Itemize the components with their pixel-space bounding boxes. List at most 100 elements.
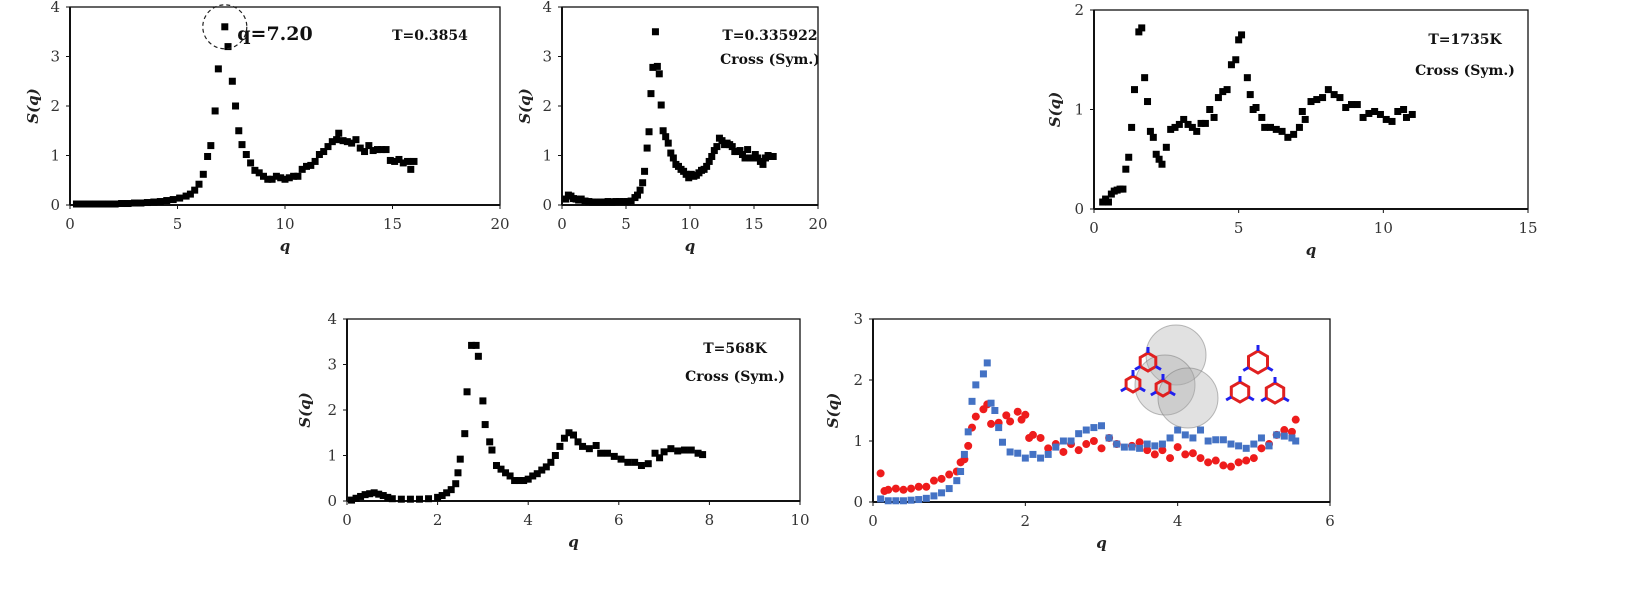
data-point [506, 472, 514, 480]
data-point [971, 412, 980, 421]
data-point [352, 494, 360, 502]
data-point [914, 482, 923, 491]
data-point [235, 127, 243, 135]
data-point [281, 175, 289, 183]
data-point [585, 198, 593, 206]
data-point [938, 489, 946, 497]
data-point [585, 445, 593, 453]
data-point [1214, 94, 1222, 102]
data-point [964, 441, 973, 450]
data-point [1166, 454, 1175, 463]
data-point [1082, 426, 1090, 434]
data-point [624, 458, 632, 466]
data-point [1235, 442, 1243, 450]
x-tick-label: 4 [1173, 512, 1183, 530]
x-tick-label: 6 [1325, 512, 1335, 530]
data-point [1201, 119, 1209, 127]
annotation-label: T=568K [703, 341, 767, 357]
data-point [623, 198, 631, 206]
y-tick-label: 4 [327, 310, 337, 328]
data-point [579, 442, 587, 450]
data-point [562, 195, 570, 203]
data-point [502, 469, 510, 477]
data-point [395, 155, 403, 163]
annotation-label: Cross (Sym.) [685, 369, 785, 385]
data-point [163, 197, 171, 205]
y-tick-label: 3 [542, 48, 552, 66]
ring-shape [1229, 380, 1251, 404]
data-point [636, 186, 644, 194]
y-tick-label: 0 [1074, 200, 1084, 218]
hydrogen-bond-shape [1225, 395, 1233, 402]
data-point [533, 470, 541, 478]
data-point [176, 194, 184, 202]
data-point [1330, 91, 1338, 99]
y-tick-label: 4 [50, 0, 60, 16]
annotation-label: T=0.3854 [392, 28, 468, 44]
data-point [1181, 450, 1190, 459]
data-point [378, 146, 386, 154]
data-point [1002, 411, 1011, 420]
data-point [1301, 115, 1309, 123]
data-point [600, 198, 608, 206]
data-point [520, 477, 528, 485]
data-point [1284, 133, 1292, 141]
data-point [1257, 434, 1265, 442]
data-point [98, 200, 106, 208]
x-tick-label: 0 [868, 512, 878, 530]
data-point [207, 142, 215, 150]
data-point [929, 476, 938, 485]
plot-frame [872, 318, 1331, 503]
y-tick-label: 2 [1074, 1, 1084, 19]
data-point [1171, 123, 1179, 131]
data-point [320, 148, 328, 156]
data-point [415, 495, 423, 503]
data-point [1227, 61, 1235, 69]
data-point [1189, 434, 1197, 442]
x-tick-label: 5 [173, 215, 183, 233]
data-point [251, 166, 259, 174]
data-point [592, 441, 600, 449]
chart-panel-2: 0 5 10 15 20 0 1 2 3 4 q S(q) T=0.335922 Cross (Sym.) [516, 0, 828, 255]
data-point [1180, 115, 1188, 123]
data-point [1258, 113, 1266, 121]
x-tick-label: 10 [680, 215, 699, 233]
data-point [616, 198, 624, 206]
data-point [769, 152, 777, 160]
data-point [1097, 444, 1106, 453]
y-tick-label: 2 [853, 371, 863, 389]
data-point [694, 449, 702, 457]
data-point [556, 442, 564, 450]
data-point [710, 147, 718, 155]
hydrogen-bond-shape [1120, 386, 1127, 393]
data-point [1013, 407, 1022, 416]
data-point [407, 165, 415, 173]
data-point [1059, 437, 1067, 445]
data-point [907, 496, 915, 504]
data-point [612, 198, 620, 206]
data-point [1104, 198, 1112, 206]
data-point [406, 495, 414, 503]
data-point [1250, 440, 1258, 448]
data-point [899, 485, 908, 494]
sphere-shape [1157, 367, 1219, 429]
data-point [277, 174, 285, 182]
annotation-label: q=7.20 [237, 23, 312, 45]
data-point [1291, 415, 1300, 424]
data-point [1287, 427, 1296, 436]
data-point [370, 489, 378, 497]
data-point [1223, 86, 1231, 94]
data-point [687, 446, 695, 454]
data-point [987, 399, 995, 407]
data-point [118, 200, 126, 208]
data-point [892, 497, 900, 505]
data-point [649, 63, 657, 71]
data-point [647, 90, 655, 98]
data-point [1174, 426, 1182, 434]
data-point [335, 129, 343, 137]
data-point [386, 156, 394, 164]
data-point [454, 469, 462, 477]
data-point [307, 161, 315, 169]
data-point [268, 175, 276, 183]
data-point [560, 434, 568, 442]
